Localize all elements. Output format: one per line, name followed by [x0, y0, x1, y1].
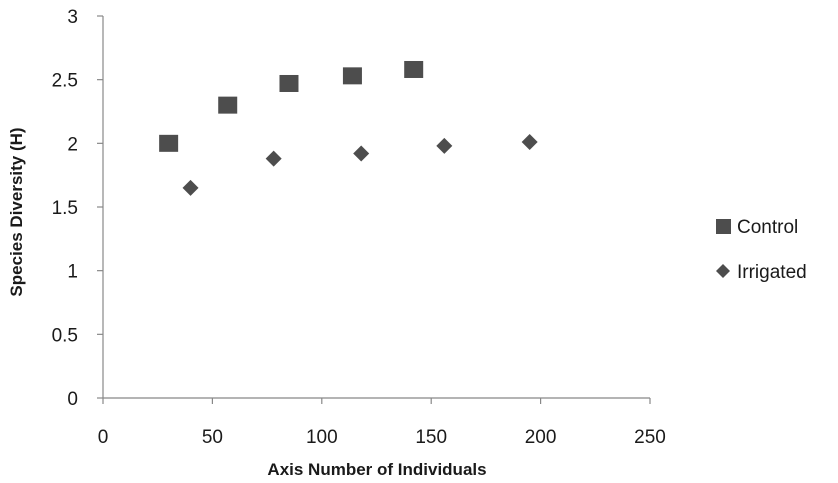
- point-control: [279, 74, 299, 92]
- point-irrigated: [353, 145, 370, 162]
- point-control: [159, 134, 179, 152]
- x-tick-label: 250: [634, 427, 666, 448]
- point-control: [404, 60, 424, 78]
- y-tick-label: 0.5: [52, 325, 78, 346]
- y-tick-label: 3: [67, 7, 78, 28]
- x-tick-label: 200: [525, 427, 557, 448]
- x-tick-label: 50: [202, 427, 223, 448]
- point-irrigated: [521, 134, 538, 151]
- y-axis-ticks: 0 0.5 1 1.5 2 2.5 3: [52, 7, 103, 410]
- point-control: [218, 96, 238, 114]
- point-irrigated: [182, 179, 199, 196]
- point-irrigated: [436, 137, 453, 154]
- legend: Control Irrigated: [716, 217, 807, 283]
- data-points: [159, 60, 538, 196]
- y-axis-title: Species Diversity (H): [7, 127, 26, 296]
- point-control: [342, 67, 362, 85]
- y-tick-label: 2.5: [52, 71, 78, 92]
- x-tick-label: 150: [415, 427, 447, 448]
- legend-label-control: Control: [737, 217, 798, 238]
- x-axis-title: Axis Number of Individuals: [267, 460, 486, 479]
- y-tick-label: 1: [67, 262, 78, 283]
- legend-item-control: Control: [716, 217, 798, 238]
- legend-label-irrigated: Irrigated: [737, 262, 807, 283]
- legend-item-irrigated: Irrigated: [716, 262, 807, 283]
- point-irrigated: [265, 150, 282, 167]
- y-tick-label: 0: [67, 389, 78, 410]
- x-axis-ticks: 0 50 100 150 200 250: [98, 398, 666, 448]
- legend-marker-irrigated: [716, 264, 730, 278]
- x-tick-label: 100: [306, 427, 338, 448]
- y-tick-label: 2: [67, 134, 78, 155]
- axes: [102, 16, 650, 399]
- legend-marker-control: [716, 219, 731, 234]
- x-tick-label: 0: [98, 427, 109, 448]
- y-tick-label: 1.5: [52, 198, 78, 219]
